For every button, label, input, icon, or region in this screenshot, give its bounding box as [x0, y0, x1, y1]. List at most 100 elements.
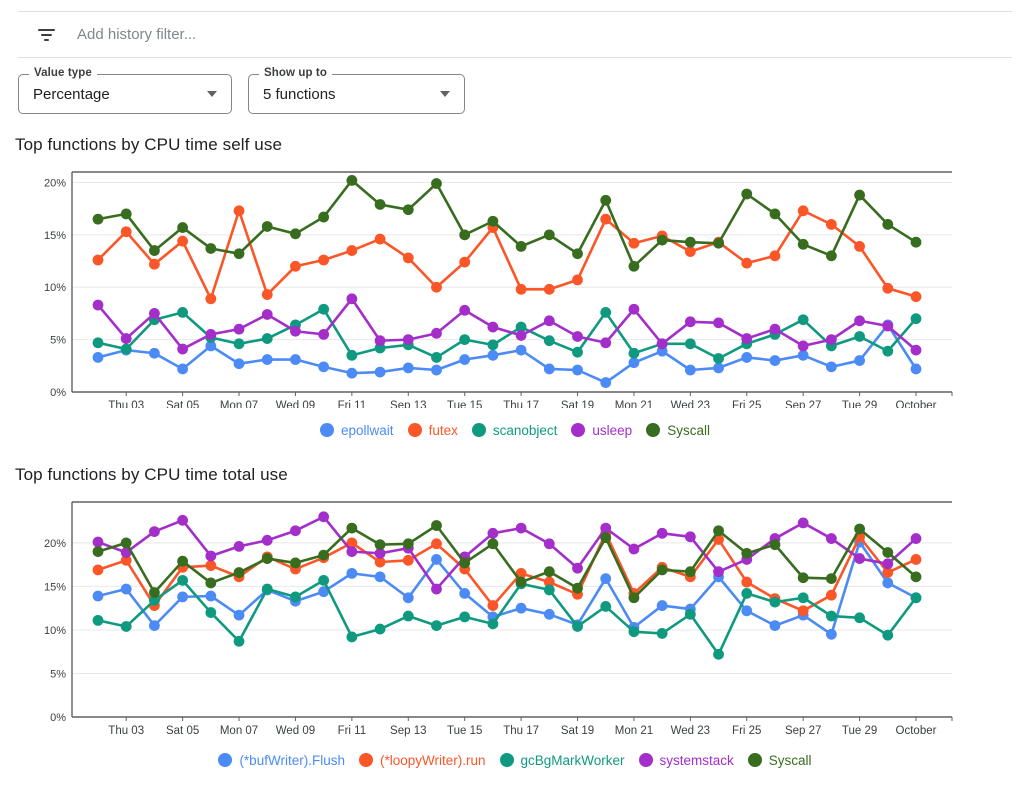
data-point[interactable] [882, 567, 894, 578]
data-point[interactable] [233, 205, 245, 217]
data-point[interactable] [149, 347, 160, 359]
data-point[interactable] [120, 343, 132, 355]
data-point[interactable] [713, 648, 724, 660]
data-point[interactable] [741, 333, 753, 344]
data-point[interactable] [628, 260, 640, 272]
data-point[interactable] [628, 237, 640, 249]
data-point[interactable] [515, 330, 527, 341]
data-point[interactable] [572, 364, 583, 376]
data-point[interactable] [910, 571, 922, 583]
data-point[interactable] [515, 240, 527, 252]
data-point[interactable] [261, 289, 273, 300]
history-filter-input[interactable] [77, 26, 677, 43]
data-point[interactable] [854, 553, 865, 564]
data-point[interactable] [402, 252, 414, 264]
data-point[interactable] [543, 283, 555, 295]
data-point[interactable] [543, 538, 555, 550]
data-point[interactable] [402, 204, 414, 216]
data-point[interactable] [741, 188, 753, 200]
data-point[interactable] [233, 248, 245, 260]
data-point[interactable] [177, 363, 189, 375]
data-point[interactable] [431, 327, 442, 339]
data-point[interactable] [92, 614, 104, 626]
data-point[interactable] [882, 282, 894, 294]
data-point[interactable] [233, 323, 245, 335]
data-point[interactable] [713, 362, 724, 374]
legend-item-Syscall[interactable]: Syscall [646, 423, 710, 438]
data-point[interactable] [515, 283, 527, 295]
data-point[interactable] [431, 538, 442, 550]
data-point[interactable] [543, 566, 555, 578]
data-point[interactable] [290, 260, 301, 272]
legend-item-(*bufWriter).Flush[interactable]: (*bufWriter).Flush [218, 753, 345, 768]
data-point[interactable] [825, 361, 837, 373]
data-point[interactable] [487, 215, 499, 227]
data-point[interactable] [233, 635, 245, 647]
data-point[interactable] [713, 566, 724, 578]
data-point[interactable] [431, 178, 442, 189]
data-point[interactable] [882, 629, 894, 641]
data-point[interactable] [120, 583, 132, 595]
data-point[interactable] [92, 564, 104, 576]
data-point[interactable] [149, 308, 160, 319]
data-point[interactable] [797, 592, 809, 604]
data-point[interactable] [346, 537, 358, 549]
data-point[interactable] [261, 354, 273, 365]
data-point[interactable] [149, 245, 160, 256]
legend-item-Syscall[interactable]: Syscall [747, 753, 812, 768]
data-point[interactable] [572, 562, 583, 574]
data-point[interactable] [600, 522, 612, 534]
data-point[interactable] [656, 600, 668, 611]
data-point[interactable] [177, 574, 189, 586]
data-point[interactable] [656, 338, 668, 350]
data-point[interactable] [205, 328, 217, 340]
data-point[interactable] [572, 274, 583, 286]
data-point[interactable] [572, 621, 583, 632]
data-point[interactable] [600, 601, 612, 612]
legend-item-scanobject[interactable]: scanobject [471, 423, 557, 438]
data-point[interactable] [120, 621, 132, 632]
data-point[interactable] [346, 546, 358, 558]
data-point[interactable] [769, 323, 781, 335]
data-point[interactable] [487, 538, 499, 550]
data-point[interactable] [910, 344, 922, 356]
data-point[interactable] [769, 539, 781, 551]
data-point[interactable] [374, 547, 386, 559]
data-point[interactable] [797, 349, 809, 361]
data-point[interactable] [149, 587, 160, 598]
data-point[interactable] [825, 218, 837, 230]
data-point[interactable] [290, 354, 301, 365]
data-point[interactable] [910, 291, 922, 303]
data-point[interactable] [487, 527, 499, 539]
data-point[interactable] [910, 236, 922, 248]
data-point[interactable] [261, 309, 273, 320]
data-point[interactable] [120, 333, 132, 344]
data-point[interactable] [543, 584, 555, 596]
data-point[interactable] [600, 213, 612, 225]
data-point[interactable] [882, 547, 894, 558]
data-point[interactable] [459, 256, 471, 268]
data-point[interactable] [487, 600, 499, 611]
data-point[interactable] [515, 567, 527, 579]
data-point[interactable] [92, 536, 104, 548]
data-point[interactable] [628, 626, 640, 638]
data-point[interactable] [769, 596, 781, 608]
legend-item-usleep[interactable]: usleep [571, 423, 632, 438]
data-point[interactable] [459, 304, 471, 316]
data-point[interactable] [487, 321, 499, 333]
data-point[interactable] [684, 531, 696, 543]
data-point[interactable] [177, 306, 189, 318]
data-point[interactable] [318, 511, 330, 523]
data-point[interactable] [628, 357, 640, 369]
data-point[interactable] [318, 254, 330, 266]
data-point[interactable] [431, 364, 442, 376]
data-point[interactable] [92, 590, 104, 602]
data-point[interactable] [825, 589, 837, 601]
data-point[interactable] [261, 221, 273, 232]
legend-item-(*loopyWriter).run[interactable]: (*loopyWriter).run [358, 753, 486, 768]
data-point[interactable] [684, 316, 696, 328]
data-point[interactable] [149, 258, 160, 270]
data-point[interactable] [431, 352, 442, 363]
data-point[interactable] [628, 543, 640, 555]
show-up-to-select[interactable]: Show up to 5 functions [248, 67, 465, 114]
